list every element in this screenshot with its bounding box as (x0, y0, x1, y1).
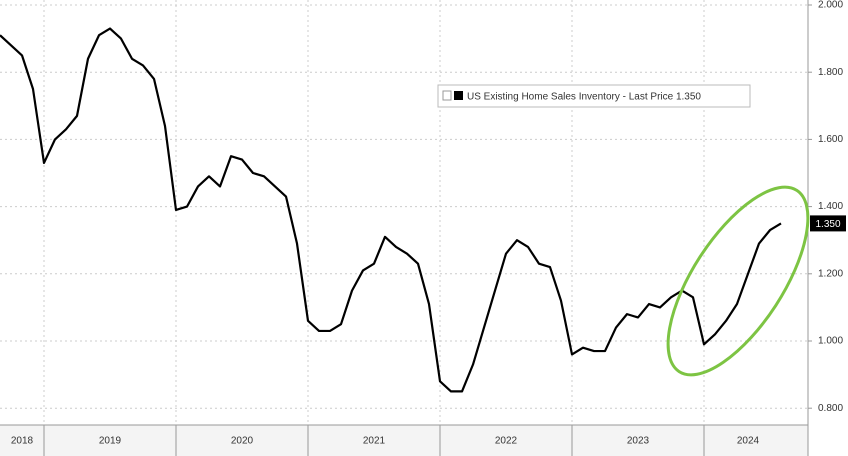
y-tick-label: 1.600 (818, 134, 843, 145)
legend-box (437, 84, 751, 108)
y-tick-label: 1.000 (818, 336, 843, 347)
x-axis-band (0, 425, 808, 456)
y-tick-label: 1.400 (818, 201, 843, 212)
y-tick-label: 1.800 (818, 67, 843, 78)
x-tick-label: 2024 (737, 436, 760, 447)
legend: US Existing Home Sales Inventory - Last … (437, 84, 751, 108)
highlight-ellipse (666, 185, 810, 377)
legend-swatch-outline (442, 90, 452, 101)
x-tick-label: 2020 (231, 436, 254, 447)
year-separators (43, 425, 705, 456)
y-tick-label: 2.000 (818, 0, 843, 11)
last-price-label: 1.350 (815, 219, 840, 230)
data-line (0, 27, 782, 393)
legend-label: US Existing Home Sales Inventory - Last … (467, 92, 701, 103)
y-tick-label: 1.200 (818, 268, 843, 279)
x-tick-label: 2022 (495, 436, 518, 447)
vertical-grid (43, 0, 705, 425)
y-tick-label: 0.800 (818, 403, 843, 414)
x-tick-label: 2021 (363, 436, 386, 447)
last-price-tag (810, 215, 846, 232)
x-tick-label: 2019 (99, 436, 122, 447)
legend-swatch (454, 91, 463, 100)
x-tick-label: 2023 (627, 436, 650, 447)
x-tick-label: 2018 (11, 436, 34, 447)
